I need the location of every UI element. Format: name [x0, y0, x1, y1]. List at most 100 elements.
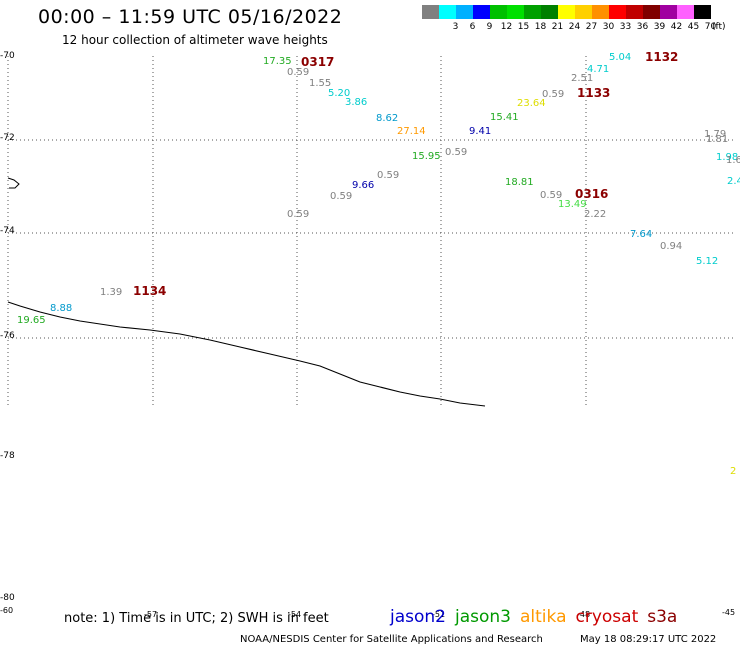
pass-time-label: 1132	[645, 50, 679, 64]
map-subtitle: 12 hour collection of altimeter wave hei…	[62, 33, 328, 47]
wave-height-value: 23.64	[517, 98, 546, 109]
legend-swatch	[473, 5, 490, 19]
legend-swatch	[643, 5, 660, 19]
pass-time-label: 0317	[301, 55, 335, 69]
legend-swatch	[456, 5, 473, 19]
wave-height-value: 4.71	[587, 64, 610, 75]
latitude-label: -80	[0, 593, 15, 603]
legend-value: 18	[534, 22, 547, 32]
wave-height-value: 17.35	[263, 56, 292, 67]
legend-swatch	[507, 5, 524, 19]
coastline-fragment	[7, 177, 20, 189]
satellite-name: jason2	[390, 607, 446, 627]
pass-time-label: 0316	[575, 187, 609, 201]
legend-value: 30	[602, 22, 615, 32]
satellite-name: s3a	[647, 607, 678, 627]
wave-height-value: 0.59	[445, 147, 468, 158]
wave-height-value: 0.59	[330, 191, 353, 202]
latitude-label: -72	[0, 133, 15, 143]
graticule-grid	[7, 56, 735, 405]
satellite-name: jason3	[455, 607, 511, 627]
satellite-name: cryosat	[575, 607, 639, 627]
coastline	[7, 301, 486, 407]
legend-swatch	[592, 5, 609, 19]
latitude-label: -74	[0, 226, 15, 236]
legend-value: 3	[452, 22, 459, 32]
wave-height-value: 15.41	[490, 112, 519, 123]
wave-height-value: 5.12	[696, 256, 719, 267]
wave-height-value: 1.66	[726, 155, 740, 166]
satellite-name: altika	[520, 607, 567, 627]
wave-height-value: 9.66	[352, 180, 375, 191]
wave-height-value: 27.14	[397, 126, 426, 137]
latitude-label: -70	[0, 51, 15, 61]
wave-height-value: 5.04	[609, 52, 632, 63]
longitude-label: -57	[144, 610, 158, 619]
map-title: 00:00 – 11:59 UTC 05/16/2022	[38, 6, 343, 28]
legend-value: 39	[653, 22, 666, 32]
wave-height-value: 0.59	[542, 89, 565, 100]
legend-swatch	[575, 5, 592, 19]
legend-swatch	[490, 5, 507, 19]
generated-timestamp: May 18 08:29:17 UTC 2022	[580, 634, 717, 645]
legend-swatch	[677, 5, 694, 19]
credit-line: NOAA/NESDIS Center for Satellite Applica…	[240, 634, 543, 645]
wave-height-value: 8.88	[50, 303, 73, 314]
wave-height-value: 2	[730, 466, 737, 477]
legend-unit: (ft)	[712, 22, 726, 32]
pass-time-label: 1134	[133, 284, 167, 298]
legend-swatch	[558, 5, 575, 19]
latitude-label: -78	[0, 451, 15, 461]
legend-swatch	[694, 5, 711, 19]
footer-note: note: 1) Time is in UTC; 2) SWH is in fe…	[64, 611, 329, 626]
legend-value: 6	[469, 22, 476, 32]
legend-value: 70	[704, 22, 717, 32]
legend-swatch	[439, 5, 456, 19]
wave-height-value: 13.49	[558, 199, 587, 210]
longitude-label: -45	[722, 608, 736, 617]
wave-height-value: 7.64	[630, 229, 653, 240]
legend-value: 24	[568, 22, 581, 32]
wave-height-value: 9.41	[469, 126, 492, 137]
legend-value: 15	[517, 22, 530, 32]
longitude-label: -51	[432, 610, 446, 619]
wave-height-value: 0.94	[660, 241, 683, 252]
longitude-label: -60	[0, 606, 14, 615]
legend-value: 9	[486, 22, 493, 32]
wave-height-value: 2.22	[584, 209, 607, 220]
wave-height-value: 0.59	[287, 209, 310, 220]
legend-value: 36	[636, 22, 649, 32]
wave-height-value: 5.20	[328, 88, 351, 99]
latitude-label: -76	[0, 331, 15, 341]
wave-height-value: 18.81	[505, 177, 534, 188]
legend-value: 42	[670, 22, 683, 32]
wave-height-value: 1.81	[706, 134, 729, 145]
wave-height-value: 0.59	[287, 67, 310, 78]
legend-swatch	[422, 5, 439, 19]
wave-height-value: 1.55	[309, 78, 332, 89]
pass-time-label: 1133	[577, 86, 611, 100]
longitude-label: -48	[577, 610, 591, 619]
wave-height-value: 8.62	[376, 113, 399, 124]
wave-height-value: 0.59	[377, 170, 400, 181]
legend-swatch	[660, 5, 677, 19]
wave-height-value: 1.79	[704, 129, 727, 140]
wave-height-value: 19.65	[17, 315, 46, 326]
wave-height-value: 1.98	[716, 152, 739, 163]
legend-value: 21	[551, 22, 564, 32]
legend-value: 12	[500, 22, 513, 32]
wave-height-value: 3.86	[345, 97, 368, 108]
legend-swatch	[609, 5, 626, 19]
legend-value: 33	[619, 22, 632, 32]
legend-swatch	[524, 5, 541, 19]
wave-height-value: 0.59	[540, 190, 563, 201]
legend-value: 27	[585, 22, 598, 32]
legend-swatch	[626, 5, 643, 19]
longitude-label: -54	[288, 610, 302, 619]
legend-swatch	[541, 5, 558, 19]
satellite-legend: jason2 jason3 altika cryosat s3a	[390, 607, 686, 627]
legend-value: 45	[687, 22, 700, 32]
wave-height-value: 1.39	[100, 287, 123, 298]
wave-height-value: 15.95	[412, 151, 441, 162]
